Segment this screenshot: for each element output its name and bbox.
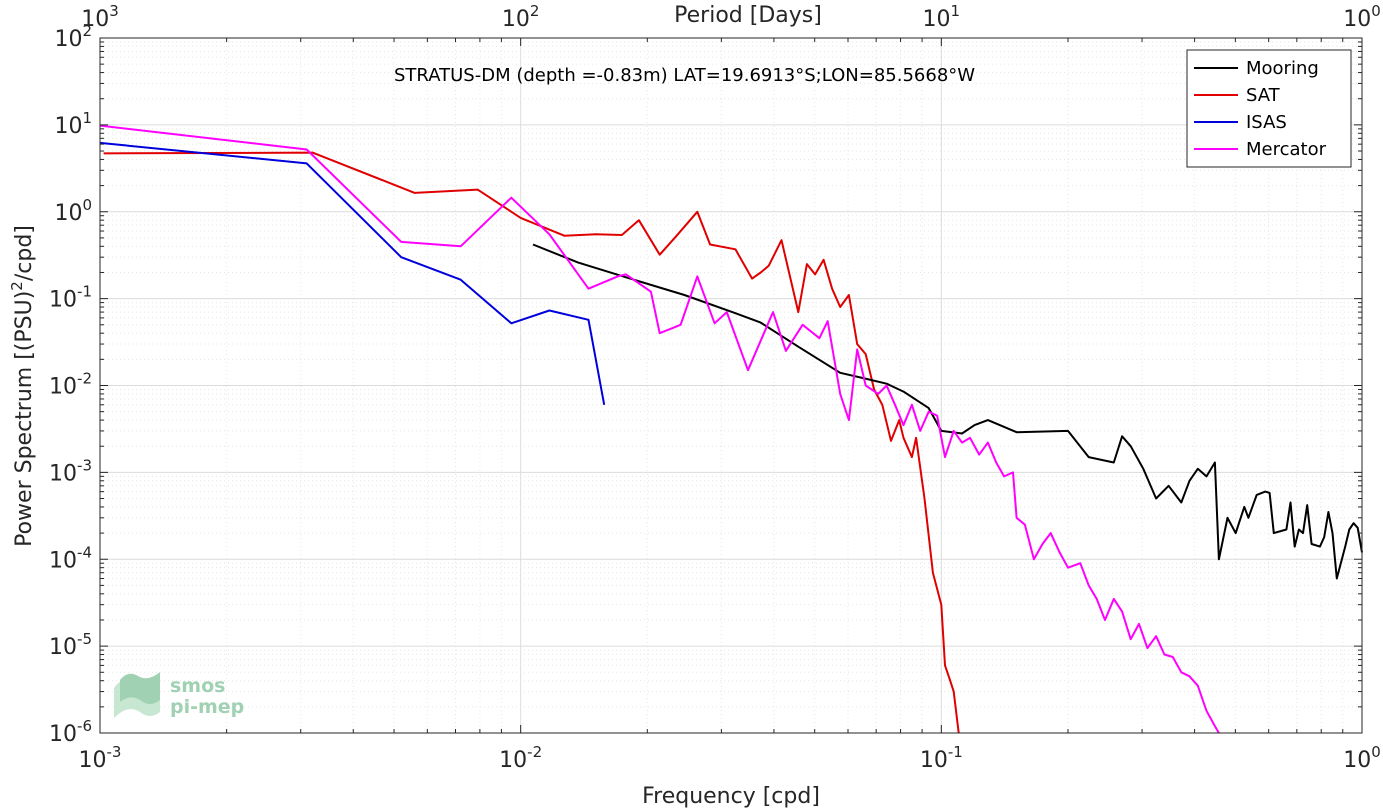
logo-line-2: pi-mep xyxy=(170,696,244,718)
chart-title: STRATUS-DM (depth =-0.83m) LAT=19.6913°S… xyxy=(394,65,975,86)
series-mooring-line xyxy=(532,243,1363,580)
legend: Mooring SAT ISAS Mercator xyxy=(1186,49,1352,168)
x-tick-label: 10-2 xyxy=(499,743,542,773)
series-layer xyxy=(99,124,1363,734)
y-tick-label: 10-5 xyxy=(49,630,92,660)
legend-label-sat: SAT xyxy=(1246,85,1281,106)
y-tick-label: 100 xyxy=(54,196,92,226)
series-isas-line xyxy=(99,141,606,405)
legend-label-mooring: Mooring xyxy=(1246,58,1319,79)
y-tick-label: 10-4 xyxy=(49,543,92,573)
smos-pi-mep-logo: smos pi-mep xyxy=(114,672,244,718)
top-tick-label: 101 xyxy=(923,2,961,32)
y-tick-label: 10-6 xyxy=(49,717,92,747)
y-tick-label: 101 xyxy=(54,109,92,139)
grid xyxy=(99,38,1362,734)
legend-label-isas: ISAS xyxy=(1246,112,1287,133)
top-tick-label: 103 xyxy=(81,2,119,32)
top-tick-label: 100 xyxy=(1343,2,1381,32)
legend-items: Mooring SAT ISAS Mercator xyxy=(1194,58,1327,160)
top-tick-label: 102 xyxy=(502,2,540,32)
y-tick-label: 10-1 xyxy=(49,283,92,313)
x-tick-label: 100 xyxy=(1343,743,1381,773)
axis-ticks xyxy=(99,38,1362,734)
logo-wave-icon-2 xyxy=(120,672,160,704)
legend-box xyxy=(1186,49,1352,168)
y-tick-label: 10-3 xyxy=(49,456,92,486)
y-tick-label: 102 xyxy=(54,22,92,52)
x-tick-label: 10-1 xyxy=(920,743,963,773)
series-mercator-line xyxy=(99,124,1220,734)
logo-line-1: smos xyxy=(170,675,225,697)
x-tick-label: 10-3 xyxy=(79,743,122,773)
y-tick-label: 10-2 xyxy=(49,370,92,400)
series-sat-line xyxy=(103,151,960,734)
x-axis-label: Frequency [cpd] xyxy=(642,784,820,809)
legend-label-mercator: Mercator xyxy=(1246,139,1327,160)
top-axis-label: Period [Days] xyxy=(674,3,822,28)
y-axis-label: Power Spectrum [(PSU)2/cpd] xyxy=(8,225,37,547)
